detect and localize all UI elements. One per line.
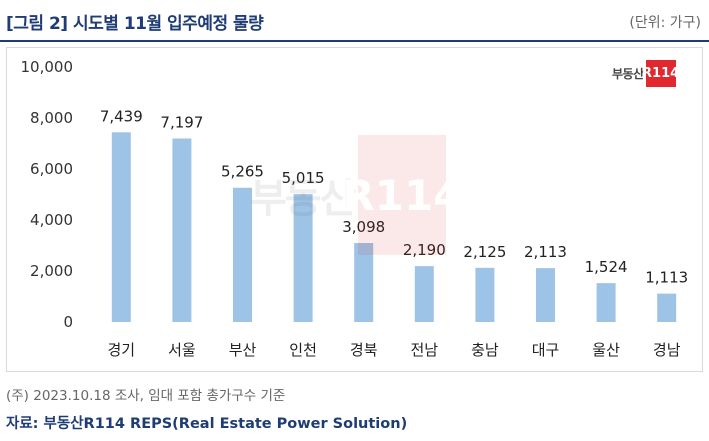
logo-text: 부동산 — [612, 67, 644, 81]
bar — [475, 267, 495, 322]
bar — [414, 266, 434, 322]
brand-logo: 부동산 R114 — [612, 60, 679, 87]
title-divider — [0, 40, 709, 42]
bar — [293, 194, 313, 322]
x-tick-label: 경기 — [107, 341, 135, 359]
chart-header: [그림 2] 시도별 11월 입주예정 물량 (단위: 가구) — [0, 0, 709, 40]
bar-chart: 0 2,000 4,000 6,000 8,000 10,000 7,439 경기 7,197 서… — [21, 58, 689, 359]
footnote: (주) 2023.10.18 조사, 임대 포함 총가구수 기준 — [6, 388, 286, 404]
y-tick-label: 6,000 — [30, 160, 73, 178]
bar — [536, 268, 555, 322]
data-label: 7,197 — [160, 113, 203, 131]
logo-box: R114 — [642, 60, 679, 87]
bar — [233, 187, 252, 322]
chart-title: [그림 2] 시도별 11월 입주예정 물량 — [6, 14, 264, 34]
x-tick-label: 경남 — [653, 341, 681, 359]
x-tick-label: 대구 — [532, 341, 560, 359]
data-label: 5,265 — [221, 163, 264, 181]
source-label: 자료: 부동산R114 REPS(Real Estate Power Solut… — [6, 416, 408, 432]
y-tick-label: 4,000 — [30, 211, 73, 229]
chart-area: 0 2,000 4,000 6,000 8,000 10,000 7,439 경기 7,197 서… — [6, 47, 703, 372]
unit-label: (단위: 가구) — [629, 15, 701, 31]
y-tick-label: 0 — [63, 313, 73, 331]
bar — [657, 293, 677, 322]
x-tick-label: 서울 — [168, 341, 196, 359]
data-label: 2,125 — [463, 243, 506, 261]
data-label: 1,524 — [585, 258, 628, 276]
bar — [354, 243, 374, 322]
x-tick-label: 경북 — [350, 341, 378, 359]
y-tick-label: 2,000 — [30, 262, 73, 280]
bar — [172, 138, 192, 322]
x-tick-label: 부산 — [229, 341, 257, 359]
bar — [596, 283, 616, 322]
y-tick-label: 8,000 — [30, 109, 73, 127]
x-tick-label: 충남 — [471, 341, 499, 359]
data-label: 1,113 — [645, 269, 688, 287]
data-label: 3,098 — [342, 218, 385, 236]
data-label: 2,113 — [524, 243, 567, 261]
y-tick-label: 10,000 — [21, 58, 74, 76]
data-label: 5,015 — [282, 169, 325, 187]
data-label: 7,439 — [100, 107, 143, 125]
bar — [111, 132, 131, 322]
x-tick-label: 울산 — [592, 341, 620, 359]
x-tick-label: 전남 — [410, 341, 438, 359]
data-label: 2,190 — [403, 241, 446, 259]
x-tick-label: 인천 — [289, 341, 317, 359]
